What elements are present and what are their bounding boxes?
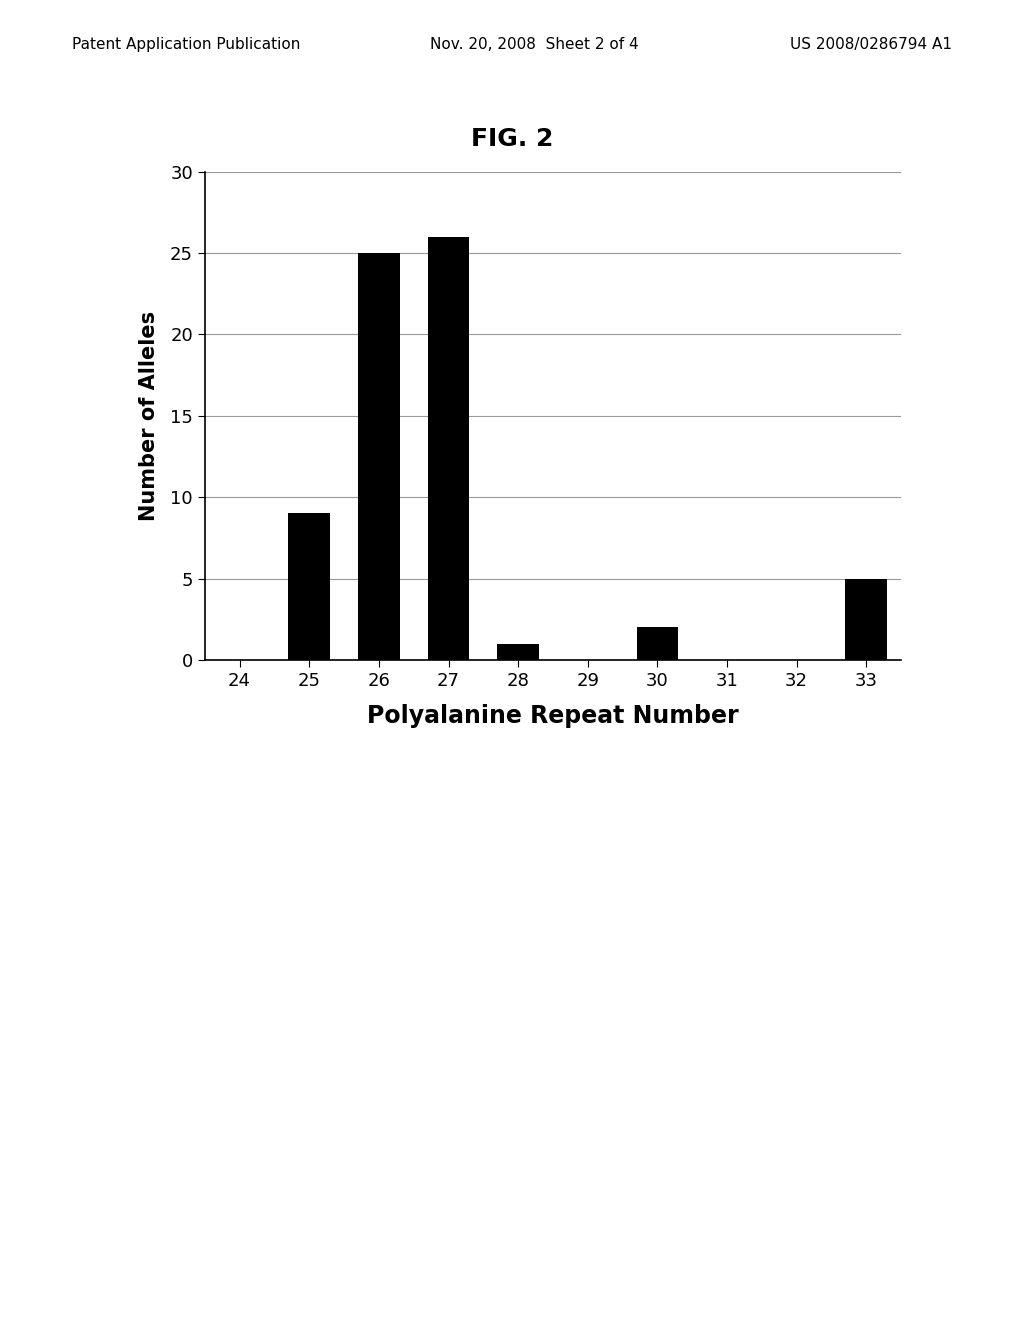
Bar xyxy=(637,627,678,660)
Bar xyxy=(498,644,539,660)
Text: Patent Application Publication: Patent Application Publication xyxy=(72,37,300,51)
Text: Nov. 20, 2008  Sheet 2 of 4: Nov. 20, 2008 Sheet 2 of 4 xyxy=(430,37,639,51)
Text: FIG. 2: FIG. 2 xyxy=(471,127,553,150)
Bar xyxy=(846,578,887,660)
Bar xyxy=(289,513,330,660)
Bar xyxy=(428,236,469,660)
Y-axis label: Number of Alleles: Number of Alleles xyxy=(139,310,159,521)
X-axis label: Polyalanine Repeat Number: Polyalanine Repeat Number xyxy=(368,704,738,727)
Text: US 2008/0286794 A1: US 2008/0286794 A1 xyxy=(791,37,952,51)
Bar xyxy=(358,253,399,660)
